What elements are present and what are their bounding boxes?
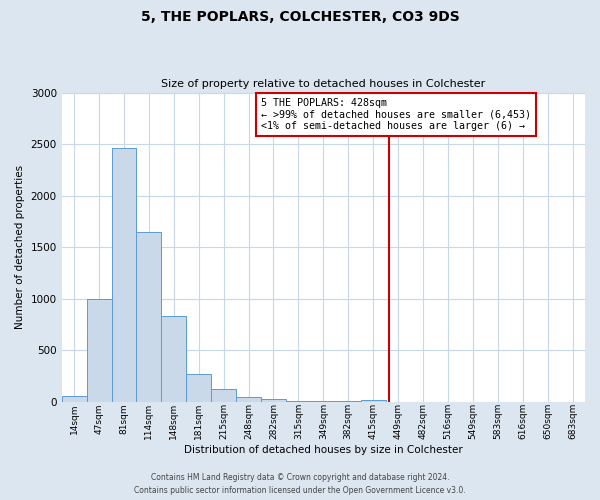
Bar <box>186 374 211 402</box>
Bar <box>261 398 286 402</box>
X-axis label: Distribution of detached houses by size in Colchester: Distribution of detached houses by size … <box>184 445 463 455</box>
Bar <box>62 396 86 402</box>
Bar <box>161 316 186 402</box>
Y-axis label: Number of detached properties: Number of detached properties <box>15 165 25 329</box>
Text: 5 THE POPLARS: 428sqm
← >99% of detached houses are smaller (6,453)
<1% of semi-: 5 THE POPLARS: 428sqm ← >99% of detached… <box>261 98 531 131</box>
Text: 5, THE POPLARS, COLCHESTER, CO3 9DS: 5, THE POPLARS, COLCHESTER, CO3 9DS <box>140 10 460 24</box>
Bar <box>236 397 261 402</box>
Bar <box>211 390 236 402</box>
Bar <box>286 401 311 402</box>
Bar <box>361 400 386 402</box>
Bar <box>311 401 336 402</box>
Bar <box>136 232 161 402</box>
Bar <box>336 401 361 402</box>
Title: Size of property relative to detached houses in Colchester: Size of property relative to detached ho… <box>161 79 485 89</box>
Text: Contains HM Land Registry data © Crown copyright and database right 2024.
Contai: Contains HM Land Registry data © Crown c… <box>134 473 466 495</box>
Bar <box>112 148 136 402</box>
Bar <box>86 298 112 402</box>
